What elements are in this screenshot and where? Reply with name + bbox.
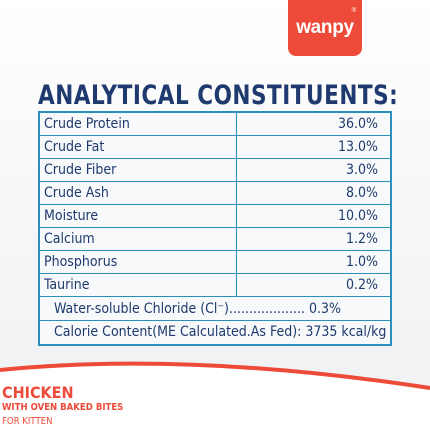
row-value: 1.2% — [346, 231, 378, 247]
row-value: 36.0% — [337, 116, 378, 132]
registered-mark: ® — [351, 8, 356, 14]
chloride-text: Water-soluble Chloride (Cl⁻)............… — [54, 301, 341, 317]
row-label: Crude Protein — [44, 116, 130, 132]
row-label: Calcium — [44, 231, 95, 247]
row-value: 10.0% — [337, 208, 378, 224]
row-value: 13.0% — [337, 139, 378, 155]
row-label: Phosphorus — [44, 254, 118, 270]
decorative-wave — [0, 361, 430, 430]
table-row-chloride: Water-soluble Chloride (Cl⁻)............… — [40, 297, 390, 321]
calorie-text: Calorie Content(ME Calculated.As Fed): 3… — [54, 324, 387, 340]
table-row: Crude Protein 36.0% — [40, 113, 390, 136]
table-row-calorie: Calorie Content(ME Calculated.As Fed): 3… — [40, 321, 390, 344]
brand-logo: wanpy ® — [288, 0, 362, 56]
product-target: FOR KITTEN — [2, 416, 53, 427]
table-row: Moisture 10.0% — [40, 205, 390, 228]
row-value: 1.0% — [346, 254, 378, 270]
row-label: Moisture — [44, 208, 99, 224]
table-row: Calcium 1.2% — [40, 228, 390, 251]
analytical-constituents-table: Crude Protein 36.0% Crude Fat 13.0% Crud… — [38, 111, 392, 346]
row-label: Crude Ash — [44, 185, 109, 201]
section-heading: ANALYTICAL CONSTITUENTS: — [38, 80, 399, 111]
row-label: Crude Fiber — [44, 162, 117, 178]
column-divider — [236, 113, 237, 297]
row-value: 8.0% — [346, 185, 378, 201]
row-label: Taurine — [44, 277, 90, 293]
table-row: Crude Fiber 3.0% — [40, 159, 390, 182]
table-row: Taurine 0.2% — [40, 274, 390, 297]
table-row: Crude Ash 8.0% — [40, 182, 390, 205]
product-title: CHICKEN — [2, 383, 74, 402]
row-value: 3.0% — [346, 162, 378, 178]
table-row: Phosphorus 1.0% — [40, 251, 390, 274]
table-row: Crude Fat 13.0% — [40, 136, 390, 159]
brand-logo-text: wanpy — [296, 17, 354, 38]
product-subtitle: WITH OVEN BAKED BITES — [2, 402, 124, 413]
row-value: 0.2% — [346, 277, 378, 293]
row-label: Crude Fat — [44, 139, 105, 155]
